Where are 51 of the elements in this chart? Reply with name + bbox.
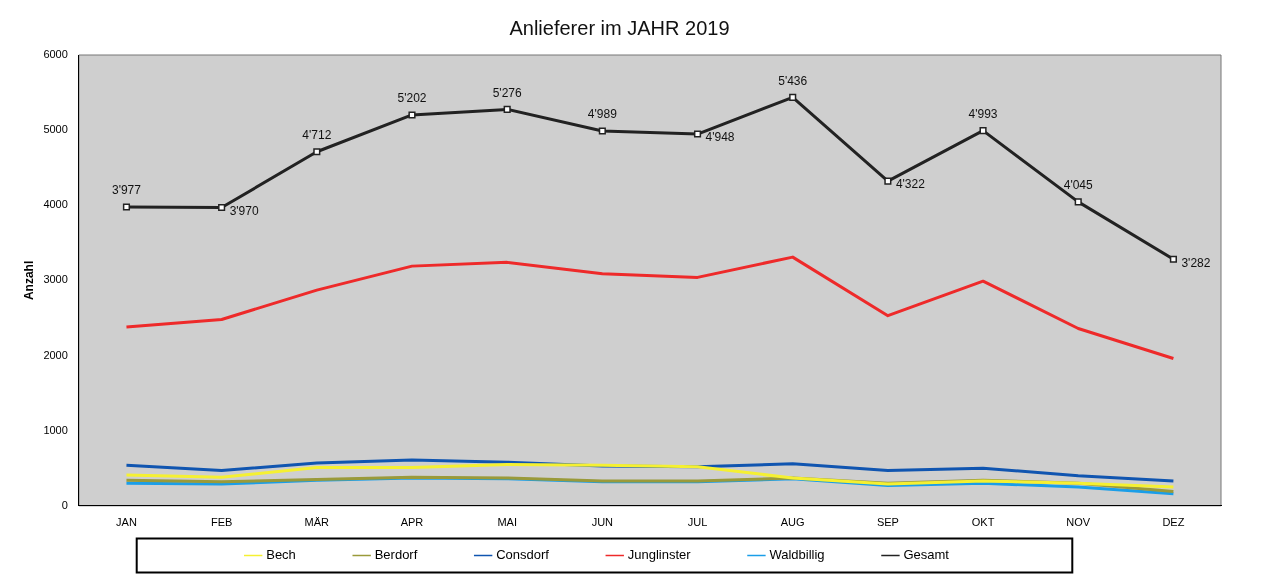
y-tick-label: 2000 (43, 348, 68, 361)
point (598, 127, 606, 135)
data-label: 4'948 (705, 130, 735, 145)
y-tick-label: 3000 (43, 273, 68, 286)
data-label: 4'993 (968, 106, 998, 121)
y-tick-label: 6000 (43, 48, 68, 61)
x-tick-label: JAN (116, 516, 137, 529)
data-label: 3'970 (229, 203, 259, 218)
point (122, 203, 131, 211)
point (408, 111, 416, 119)
point (1169, 255, 1177, 263)
y-axis-title: Anzahl (21, 260, 36, 301)
point (313, 148, 321, 156)
data-label: 4'045 (1063, 178, 1094, 193)
x-tick-label: NOV (1066, 516, 1091, 529)
data-label: 3'977 (111, 183, 142, 198)
y-tick-label: 4000 (43, 198, 68, 211)
point (503, 105, 511, 113)
data-label: 3'282 (1181, 255, 1211, 270)
data-label: 5'276 (492, 85, 522, 100)
legend-label: Bech (266, 547, 340, 563)
x-tick-label: FEB (210, 516, 233, 529)
data-label: 4'989 (587, 107, 618, 122)
point (218, 203, 226, 212)
point (693, 130, 702, 138)
x-tick-label: OKT (971, 516, 995, 529)
x-tick-label: JUN (591, 516, 614, 529)
data-label: 4'322 (895, 177, 926, 192)
x-tick-label: DEZ (1162, 516, 1185, 529)
legend-label: Waldbillig (769, 547, 868, 563)
legend-label: Junglinster (627, 547, 734, 563)
data-label: 5'202 (397, 91, 427, 106)
legend-label: Consdorf (496, 547, 593, 563)
point (979, 127, 987, 135)
chart-title: Anlieferer im JAHR 2019 (509, 16, 730, 39)
y-tick-label: 0 (61, 498, 68, 511)
x-tick-label: JUL (687, 516, 708, 529)
y-tick-label: 5000 (43, 123, 68, 136)
x-tick-label: SEP (876, 516, 899, 529)
point (884, 177, 892, 185)
x-tick-label: MAI (497, 516, 517, 529)
y-tick-label: 1000 (43, 423, 68, 436)
x-tick-label: APR (400, 516, 424, 529)
point (789, 93, 797, 101)
legend-label: Gesamt (903, 547, 993, 563)
x-tick-label: MÄR (304, 516, 330, 529)
legend-label: Berdorf (374, 547, 461, 563)
point (1074, 198, 1082, 206)
data-label: 4'712 (302, 128, 332, 143)
data-label: 5'436 (778, 73, 808, 88)
x-tick-label: AUG (780, 516, 805, 529)
